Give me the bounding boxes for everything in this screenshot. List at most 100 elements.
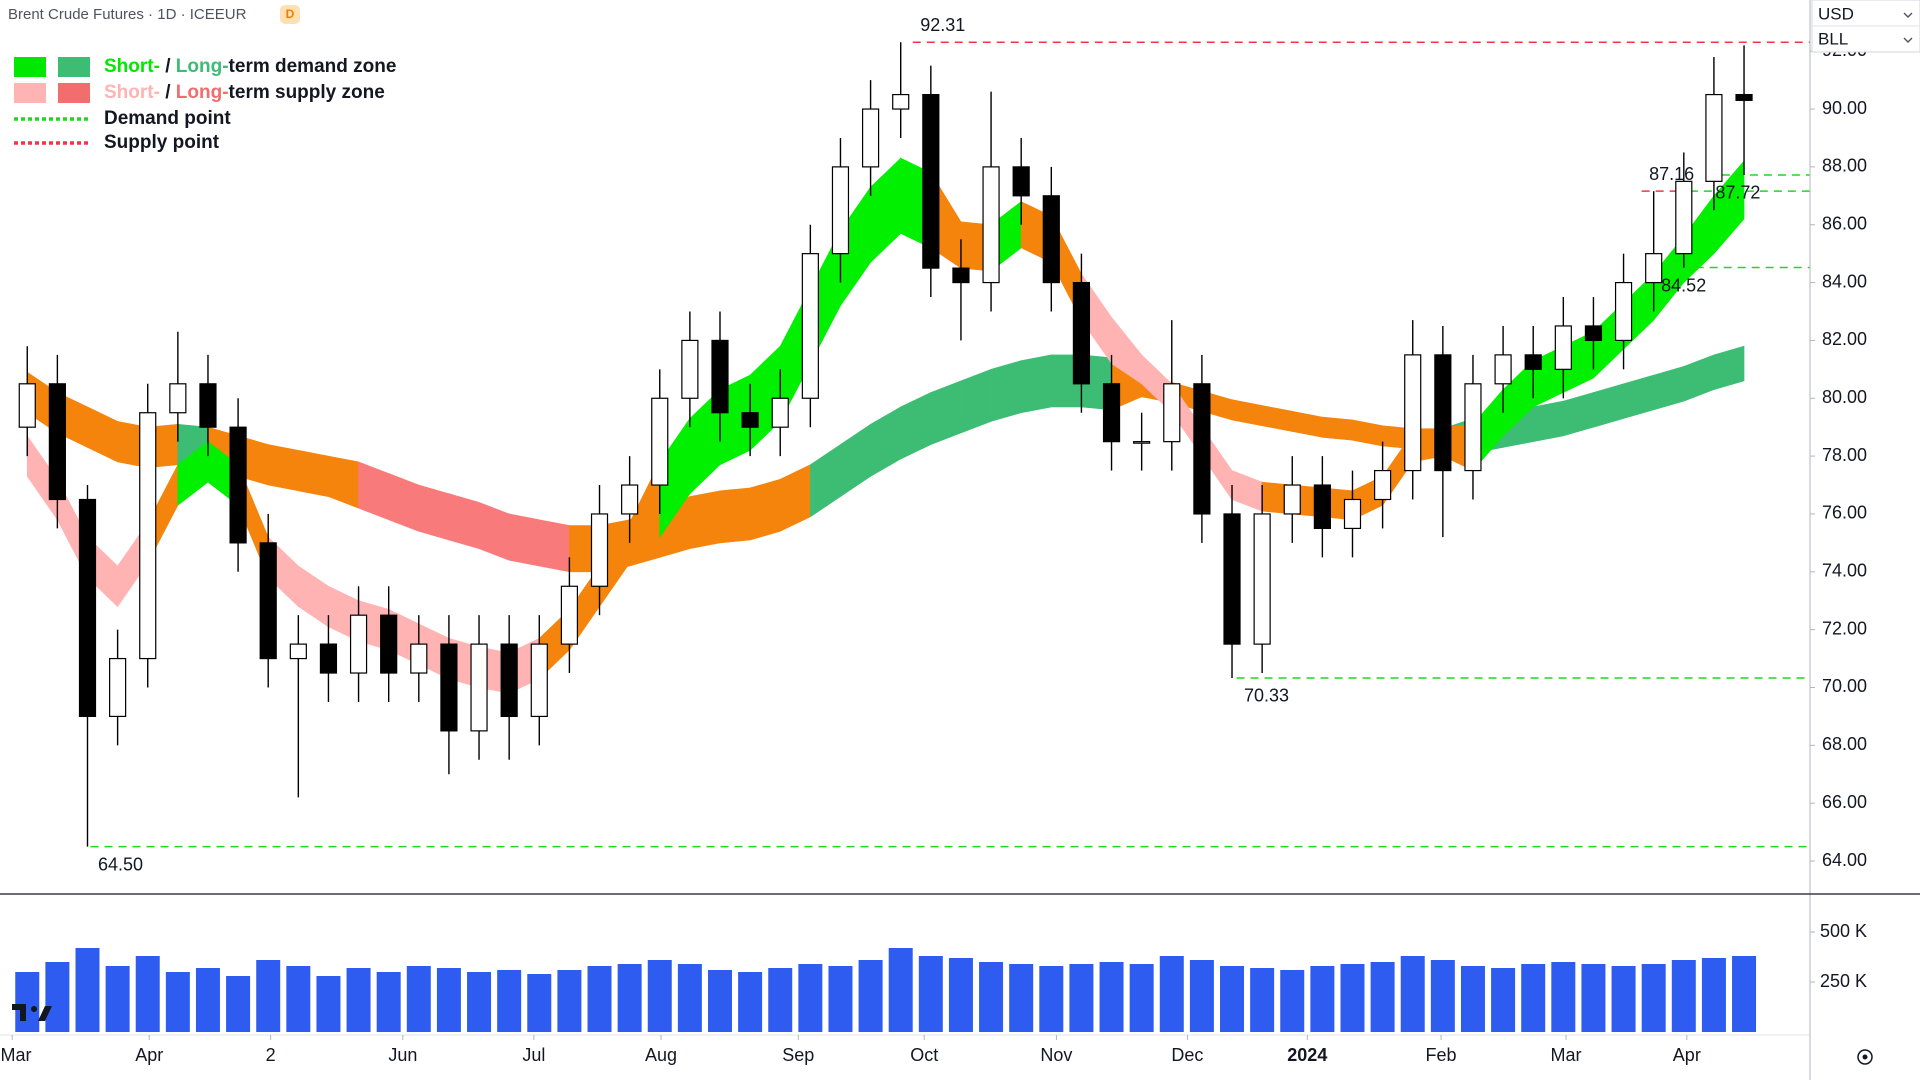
y-tick-label: 88.00 [1822,156,1867,176]
volume-bar [587,966,612,1032]
long-term-zone [990,360,1022,422]
tradingview-logo[interactable] [12,1004,52,1021]
candle-body [169,383,187,414]
level-label: 64.50 [98,854,143,874]
volume-bar [1671,960,1696,1032]
volume-bar [1280,970,1305,1032]
volume-bar [1370,962,1395,1032]
y-tick-label: 72.00 [1822,618,1867,638]
level-label: 92.31 [920,15,965,35]
volume-bar [828,966,853,1032]
candle-body [801,253,819,399]
settings-button[interactable] [1857,1049,1873,1065]
volume-bar [165,972,190,1032]
candle-body [1253,513,1271,645]
volume-bar [376,972,401,1032]
long-term-zone [930,380,962,445]
legend-sep: / [160,56,176,77]
legend-swatch-long [58,57,90,77]
volume-bar [1701,958,1726,1032]
chevron [1903,12,1913,18]
long-term-zone [298,449,329,497]
volume-bar [1521,964,1546,1032]
level-label: 70.33 [1244,686,1289,706]
y-tick-label: 66.00 [1822,792,1867,812]
x-tick-label: 2024 [1287,1045,1327,1065]
volume-bar [918,956,943,1032]
candle-body [1705,93,1723,182]
candle-body [1614,281,1633,342]
volume-bar [195,968,220,1032]
long-term-zone [1020,354,1052,414]
volume-bar [527,974,552,1032]
candle-body [621,484,639,515]
candle-body [711,339,729,414]
candle-body [1675,180,1693,255]
candle-body [831,166,850,255]
y-tick-label: 82.00 [1822,329,1867,349]
volume-bar [858,960,883,1032]
legend-text: Short- / Long-term demand zone [104,56,396,77]
long-term-zone [749,478,781,541]
volume-bar [1400,956,1425,1032]
x-tick-label: 2 [266,1045,276,1065]
candle-body [1584,325,1603,342]
long-term-zone [1713,345,1745,390]
candle-body [952,267,970,284]
candle-body [1494,354,1512,385]
volume-bar [226,976,251,1032]
overlay: 92.31 87.72 87.16 84.52 70.33 64.50 [98,15,1760,874]
badge-bg [280,5,300,24]
volume-bar [1611,966,1636,1032]
candle-body [109,657,127,718]
candle-body [1072,281,1091,385]
volume-bar [979,962,1004,1032]
candle-body [1102,383,1121,443]
axes: 250 K 500 K 64.00 66.00 68.00 70.00 72.00 74.00… [1,40,1868,1065]
badge: D [286,7,295,21]
candle-body [922,93,940,269]
level-label: 87.16 [1649,164,1694,184]
volume-bar [1641,964,1666,1032]
candle-body [741,412,759,428]
currency[interactable]: USD [1818,4,1854,23]
level-label: 87.72 [1715,183,1760,203]
volume-pane [15,948,1757,1032]
x-tick-label: Apr [1673,1045,1701,1065]
x-tick-label: Nov [1040,1045,1072,1065]
long-term-zone [689,490,721,550]
volume-bar [406,966,431,1032]
volume-bar [1159,956,1184,1032]
long-term-zone [719,487,751,544]
x-tick-label: Feb [1426,1045,1457,1065]
volume-bar [467,972,492,1032]
x-tick-label: Aug [645,1045,677,1065]
volume-bar [1189,960,1214,1032]
long-term-zone [267,444,299,492]
volume-bar [1129,964,1154,1032]
volume-bar [948,958,973,1032]
candle-body [500,643,518,718]
x-tick-label: Jul [522,1045,545,1065]
candle-body [1223,513,1241,645]
unit[interactable]: BLL [1818,29,1848,48]
volume-bar [677,964,702,1032]
short-term-zone [1713,160,1745,255]
candle-body [319,643,338,674]
candle-body [1735,93,1753,101]
volume-bar [497,970,522,1032]
y-tick-label: 76.00 [1822,503,1867,523]
candle-body [18,383,36,428]
candle-body [1434,354,1452,472]
x-tick-label: Sep [782,1045,814,1065]
logo-shape [12,1004,52,1021]
volume-bar [105,966,130,1032]
y-tick-label: 84.00 [1822,271,1867,291]
volume-bar [256,960,281,1032]
candle-body [78,498,97,718]
level-label: 84.52 [1661,275,1706,295]
legend-short: Short- [104,56,160,77]
